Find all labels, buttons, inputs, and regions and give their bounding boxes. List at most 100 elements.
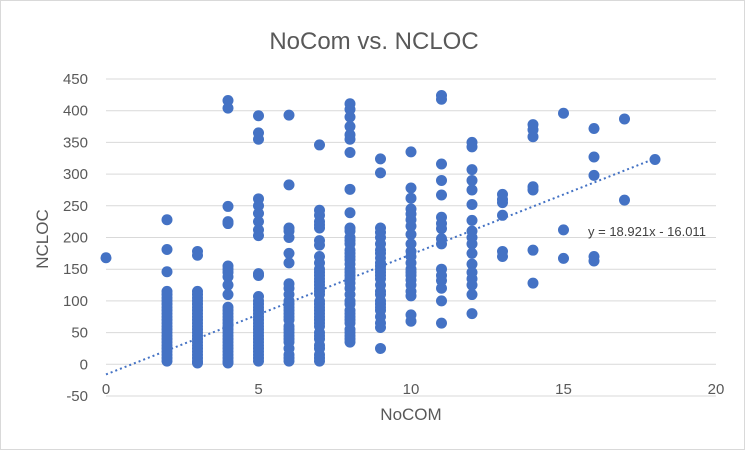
data-point	[314, 239, 325, 251]
data-point	[436, 282, 447, 294]
x-tick-label: 10	[403, 381, 420, 398]
data-point	[375, 153, 386, 165]
data-point	[283, 355, 295, 367]
data-point	[222, 279, 234, 291]
data-point	[619, 113, 630, 125]
data-point	[100, 252, 112, 264]
data-point	[588, 122, 600, 134]
data-point	[253, 133, 264, 145]
data-point	[405, 315, 417, 327]
data-point	[314, 222, 325, 234]
data-point	[344, 111, 356, 123]
data-point	[161, 214, 173, 226]
data-point	[466, 174, 478, 186]
data-point	[436, 295, 447, 307]
data-point	[344, 133, 356, 145]
data-point	[436, 275, 447, 287]
data-point	[253, 216, 264, 228]
trendline	[105, 157, 656, 376]
data-point	[253, 110, 264, 122]
data-point	[253, 230, 264, 242]
chart-title: NoCom vs. NCLOC	[269, 28, 478, 55]
data-point	[161, 244, 173, 256]
data-point	[527, 277, 539, 289]
data-point	[314, 355, 325, 367]
data-point	[436, 158, 447, 170]
data-point	[222, 218, 234, 230]
data-point	[222, 102, 234, 114]
data-point	[436, 317, 447, 329]
data-point	[497, 197, 508, 209]
data-point	[466, 289, 478, 301]
data-point	[283, 232, 295, 243]
y-tick-label: 300	[63, 166, 88, 183]
data-point	[222, 200, 234, 212]
y-tick-label: -50	[66, 388, 88, 405]
data-point	[466, 214, 478, 226]
y-tick-label: 200	[63, 230, 88, 247]
x-tick-label: 15	[555, 381, 572, 398]
data-point	[497, 251, 508, 263]
data-point	[436, 238, 447, 250]
data-point	[466, 184, 478, 196]
data-point	[466, 164, 478, 176]
data-point	[253, 200, 264, 212]
data-point	[588, 169, 600, 181]
data-point	[192, 357, 203, 369]
data-point	[344, 103, 356, 115]
x-tick-label: 5	[254, 381, 262, 398]
data-point	[283, 247, 295, 259]
data-point	[466, 258, 478, 270]
data-point	[192, 249, 203, 261]
data-point	[405, 182, 417, 194]
data-point	[161, 266, 173, 278]
data-point	[222, 289, 234, 301]
data-point	[344, 336, 356, 348]
data-point	[527, 131, 539, 143]
trendline-equation: y = 18.921x - 16.011	[588, 224, 706, 239]
data-point	[588, 255, 600, 267]
data-point	[497, 209, 508, 221]
data-point	[375, 167, 386, 179]
y-tick-label: 250	[63, 198, 88, 215]
data-point	[405, 146, 417, 158]
data-point	[527, 184, 539, 196]
data-point	[436, 189, 447, 201]
data-point	[466, 238, 478, 250]
data-point	[253, 207, 264, 219]
data-point	[222, 95, 234, 107]
data-point	[436, 223, 447, 235]
data-point	[558, 224, 569, 236]
data-point	[649, 154, 661, 166]
y-tick-label: 100	[63, 293, 88, 310]
data-point	[283, 257, 295, 269]
x-tick-label: 0	[102, 381, 110, 398]
data-point	[405, 238, 417, 250]
data-point	[466, 247, 478, 259]
data-point	[375, 322, 386, 334]
y-tick-label: 350	[63, 134, 88, 151]
data-point	[588, 151, 600, 163]
data-point	[344, 207, 356, 219]
data-point	[405, 228, 417, 240]
data-point	[161, 355, 173, 367]
data-point	[466, 199, 478, 211]
data-point	[253, 270, 264, 282]
y-tick-label: 50	[71, 325, 88, 342]
data-point	[405, 192, 417, 204]
data-point	[436, 174, 447, 186]
y-axis-title: NCLOC	[33, 209, 52, 269]
data-point	[405, 220, 417, 232]
y-tick-label: 450	[63, 71, 88, 88]
data-point	[405, 290, 417, 302]
x-axis-title: NoCOM	[380, 405, 441, 424]
y-axis-ticks: -50 0 50 100 150 200 250 300 350 400 450	[63, 71, 88, 405]
data-point	[558, 252, 569, 264]
y-tick-label: 0	[80, 356, 88, 373]
x-axis-ticks: 0 5 10 15 20	[102, 381, 725, 398]
data-point	[619, 194, 630, 206]
data-point	[466, 141, 478, 153]
data-point	[344, 183, 356, 195]
